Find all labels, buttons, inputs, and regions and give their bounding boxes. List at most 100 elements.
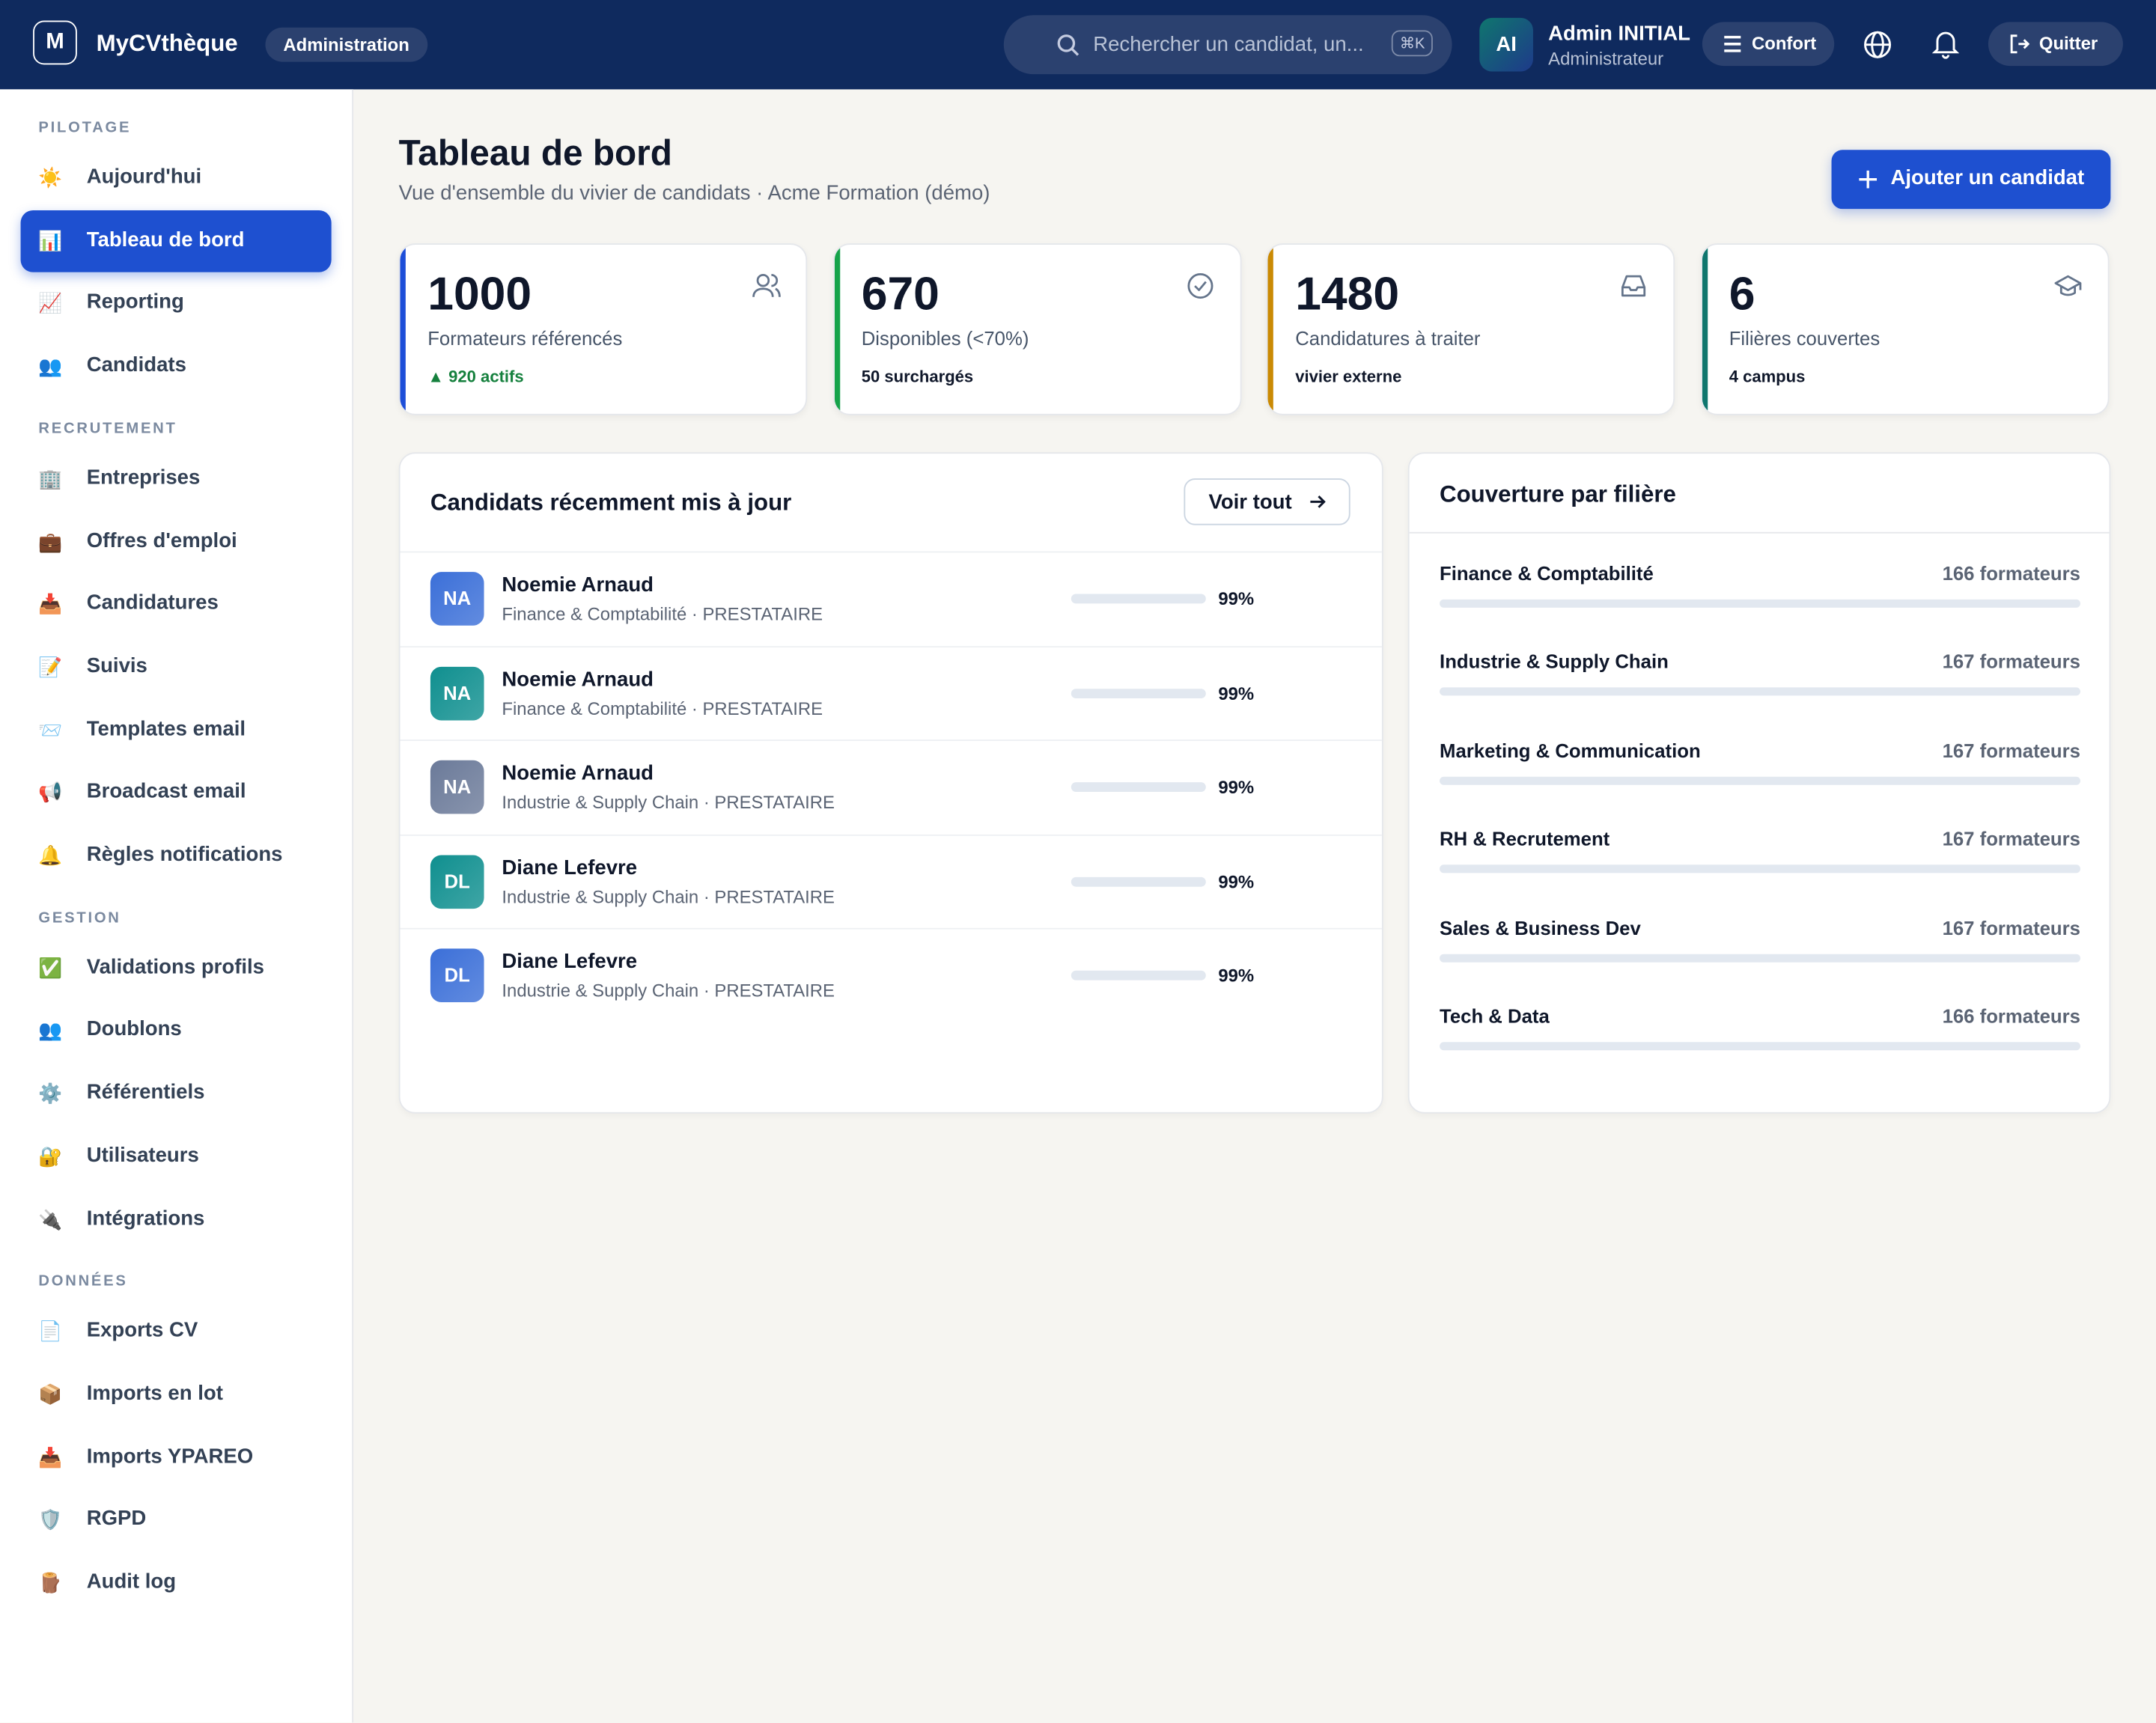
- stat-icon: [1621, 275, 1646, 297]
- search-box[interactable]: Rechercher un candidat, un... ⌘K: [1003, 15, 1452, 75]
- candidate-percent: 99%: [1218, 776, 1255, 798]
- nav-item[interactable]: 📝 Suivis: [21, 636, 332, 698]
- coverage-name: Industrie & Supply Chain: [1440, 650, 1669, 673]
- nav-icon: 🔌: [38, 1207, 63, 1230]
- language-icon[interactable]: [1863, 30, 1892, 59]
- progress-track: [1071, 970, 1206, 981]
- nav-item[interactable]: 🛡️ RGPD: [21, 1489, 332, 1552]
- coverage-name: Sales & Business Dev: [1440, 916, 1641, 939]
- nav-label: Audit log: [86, 1570, 177, 1594]
- coverage-count: 166 formateurs: [1942, 1004, 2080, 1028]
- progress-track: [1071, 688, 1206, 698]
- bell-icon[interactable]: [1931, 29, 1960, 59]
- candidate-avatar: NA: [430, 760, 484, 814]
- logo[interactable]: M: [33, 20, 77, 65]
- comfort-label: Confort: [1751, 33, 1817, 54]
- candidate-meta: Finance & Comptabilité · PRESTATAIRE: [502, 698, 823, 719]
- user-avatar[interactable]: AI: [1479, 17, 1533, 72]
- nav-item[interactable]: 🔔 Règles notifications: [21, 825, 332, 887]
- coverage-track: [1440, 599, 2080, 608]
- nav-item[interactable]: 📄 Exports CV: [21, 1301, 332, 1363]
- candidate-meta: Industrie & Supply Chain · PRESTATAIRE: [502, 980, 835, 1001]
- nav-item[interactable]: 👥 Candidats: [21, 335, 332, 397]
- nav-item[interactable]: ☀️ Aujourd'hui: [21, 147, 332, 210]
- coverage-row: Marketing & Communication 167 formateurs: [1440, 739, 2080, 794]
- search-placeholder: Rechercher un candidat, un...: [1093, 33, 1364, 57]
- section-title: DONNÉES: [38, 1273, 128, 1290]
- nav-item[interactable]: 💼 Offres d'emploi: [21, 510, 332, 573]
- nav-item[interactable]: 📊 Tableau de bord: [20, 210, 332, 272]
- nav-item[interactable]: ✅ Validations profils: [21, 937, 332, 999]
- nav-icon: ☀️: [38, 166, 63, 189]
- candidate-name: Noemie Arnaud: [502, 667, 654, 691]
- stat-note: ▲ 920 actifs: [427, 367, 524, 387]
- candidate-row[interactable]: DL Diane Lefevre Industrie & Supply Chain …: [400, 833, 1382, 929]
- candidate-row[interactable]: DL Diane Lefevre Industrie & Supply Chain …: [400, 927, 1382, 1023]
- coverage-name: Tech & Data: [1440, 1004, 1550, 1028]
- nav-icon: ⚙️: [38, 1082, 63, 1105]
- nav-item[interactable]: 📈 Reporting: [21, 272, 332, 335]
- nav-item[interactable]: 📦 Imports en lot: [21, 1364, 332, 1426]
- stat-note: vivier externe: [1295, 367, 1402, 387]
- nav-label: Imports YPAREO: [86, 1444, 254, 1468]
- nav-label: Utilisateurs: [86, 1143, 199, 1168]
- stat-note: 50 surchargés: [861, 367, 974, 387]
- nav-icon: 🪵: [38, 1571, 63, 1594]
- comfort-button[interactable]: Confort: [1702, 22, 1835, 67]
- quit-button[interactable]: Quitter: [1988, 22, 2123, 67]
- nav-item[interactable]: 📥 Candidatures: [21, 573, 332, 635]
- nav-item[interactable]: ⚙️ Référentiels: [21, 1063, 332, 1125]
- nav-label: Doublons: [86, 1017, 182, 1042]
- nav-label: Aujourd'hui: [86, 165, 202, 189]
- logout-icon: [2010, 34, 2030, 54]
- nav-icon: 📊: [38, 229, 63, 251]
- stat-card: 1480 Candidatures à traiter vivier externe: [1266, 243, 1675, 415]
- nav-item[interactable]: 🔌 Intégrations: [21, 1189, 332, 1251]
- nav-label: Suivis: [86, 654, 147, 678]
- nav-icon: 🔔: [38, 844, 63, 867]
- accent-bar: [1267, 244, 1273, 414]
- nav-icon: 🏢: [38, 467, 63, 490]
- nav-icon: 📈: [38, 292, 63, 314]
- candidate-row[interactable]: NA Noemie Arnaud Finance & Comptabilité · …: [400, 645, 1382, 740]
- nav-item[interactable]: 🪵 Audit log: [21, 1552, 332, 1614]
- nav-icon: 📝: [38, 655, 63, 678]
- coverage-track: [1440, 953, 2080, 962]
- nav-label: Validations profils: [86, 954, 265, 979]
- stat-value: 1000: [427, 268, 532, 320]
- brand[interactable]: MyCVthèque: [96, 30, 238, 57]
- nav-item[interactable]: 📥 Imports YPAREO: [21, 1427, 332, 1489]
- stat-note: 4 campus: [1729, 367, 1806, 387]
- nav-icon: 📥: [38, 592, 63, 615]
- candidate-avatar: NA: [430, 665, 484, 720]
- candidate-percent: 99%: [1218, 965, 1255, 986]
- nav-label: Entreprises: [86, 466, 201, 490]
- coverage-panel: Couverture par filière Finance & Comptab…: [1407, 452, 2111, 1114]
- candidate-row[interactable]: NA Noemie Arnaud Finance & Comptabilité · …: [400, 551, 1382, 647]
- nav-item[interactable]: 🏢 Entreprises: [21, 448, 332, 510]
- nav-item[interactable]: 👥 Doublons: [21, 1000, 332, 1062]
- progress-track: [1071, 782, 1206, 792]
- coverage-track: [1440, 864, 2080, 873]
- nav-item[interactable]: 📨 Templates email: [21, 699, 332, 761]
- coverage-track: [1440, 1042, 2080, 1051]
- nav-label: Référentiels: [86, 1080, 205, 1105]
- recent-panel: Candidats récemment mis à jour Voir tout…: [398, 452, 1383, 1114]
- candidate-avatar: DL: [430, 854, 484, 909]
- badge: Administration: [265, 27, 427, 62]
- search-icon: [1057, 34, 1079, 56]
- candidate-row[interactable]: NA Noemie Arnaud Industrie & Supply Chain …: [400, 739, 1382, 835]
- accent-bar: [833, 244, 840, 414]
- nav-item[interactable]: 📢 Broadcast email: [21, 762, 332, 824]
- coverage-count: 167 formateurs: [1942, 739, 2080, 762]
- section-title: RECRUTEMENT: [38, 420, 177, 437]
- view-all-button[interactable]: Voir tout: [1184, 478, 1350, 525]
- nav-label: Intégrations: [86, 1206, 205, 1230]
- candidate-avatar: DL: [430, 948, 484, 1002]
- nav-item[interactable]: 🔐 Utilisateurs: [21, 1126, 332, 1188]
- candidate-name: Diane Lefevre: [502, 950, 638, 974]
- top-bar: M MyCVthèque Administration Rechercher u…: [0, 0, 2156, 90]
- nav-icon: 💼: [38, 530, 63, 552]
- add-button[interactable]: Ajouter un candidat: [1831, 150, 2111, 210]
